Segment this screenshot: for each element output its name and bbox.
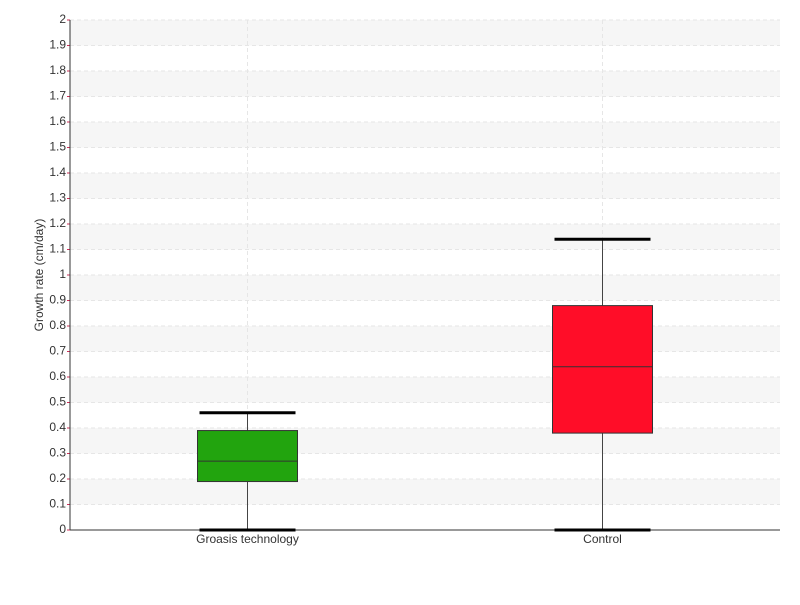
y-tick-label: 1.2 xyxy=(49,216,66,230)
y-tick-label: 0.5 xyxy=(49,395,66,409)
y-tick-label: 1.1 xyxy=(49,242,66,256)
y-tick-label: 1.9 xyxy=(49,38,66,52)
y-tick-label: 1.8 xyxy=(49,63,66,77)
y-tick-label: 0.7 xyxy=(49,344,66,358)
grid-band xyxy=(70,479,780,505)
grid-band xyxy=(70,122,780,148)
grid-band xyxy=(70,428,780,454)
grid-band xyxy=(70,326,780,352)
y-tick-label: 0.6 xyxy=(49,369,66,383)
grid-band xyxy=(70,377,780,403)
grid-band xyxy=(70,173,780,199)
grid-band xyxy=(70,275,780,301)
y-tick-label: 0.4 xyxy=(49,420,66,434)
x-tick-label: Control xyxy=(583,532,622,546)
grid-band xyxy=(70,71,780,97)
y-tick-label: 0.1 xyxy=(49,497,66,511)
y-tick-label: 0 xyxy=(59,522,66,536)
y-tick-label: 0.9 xyxy=(49,293,66,307)
y-tick-label: 1.4 xyxy=(49,165,66,179)
grid-band xyxy=(70,224,780,250)
box xyxy=(197,430,298,483)
y-tick-label: 2 xyxy=(59,12,66,26)
y-tick-label: 0.3 xyxy=(49,446,66,460)
x-tick-label: Groasis technology xyxy=(196,532,299,546)
y-tick-label: 1.5 xyxy=(49,140,66,154)
y-tick-label: 1.3 xyxy=(49,191,66,205)
y-axis-label: Growth rate (cm/day) xyxy=(32,219,46,332)
grid-band xyxy=(70,20,780,46)
y-tick-label: 1.6 xyxy=(49,114,66,128)
y-tick-label: 1.7 xyxy=(49,89,66,103)
box xyxy=(552,305,653,434)
y-tick-label: 0.2 xyxy=(49,471,66,485)
y-tick-label: 1 xyxy=(59,267,66,281)
y-tick-label: 0.8 xyxy=(49,318,66,332)
